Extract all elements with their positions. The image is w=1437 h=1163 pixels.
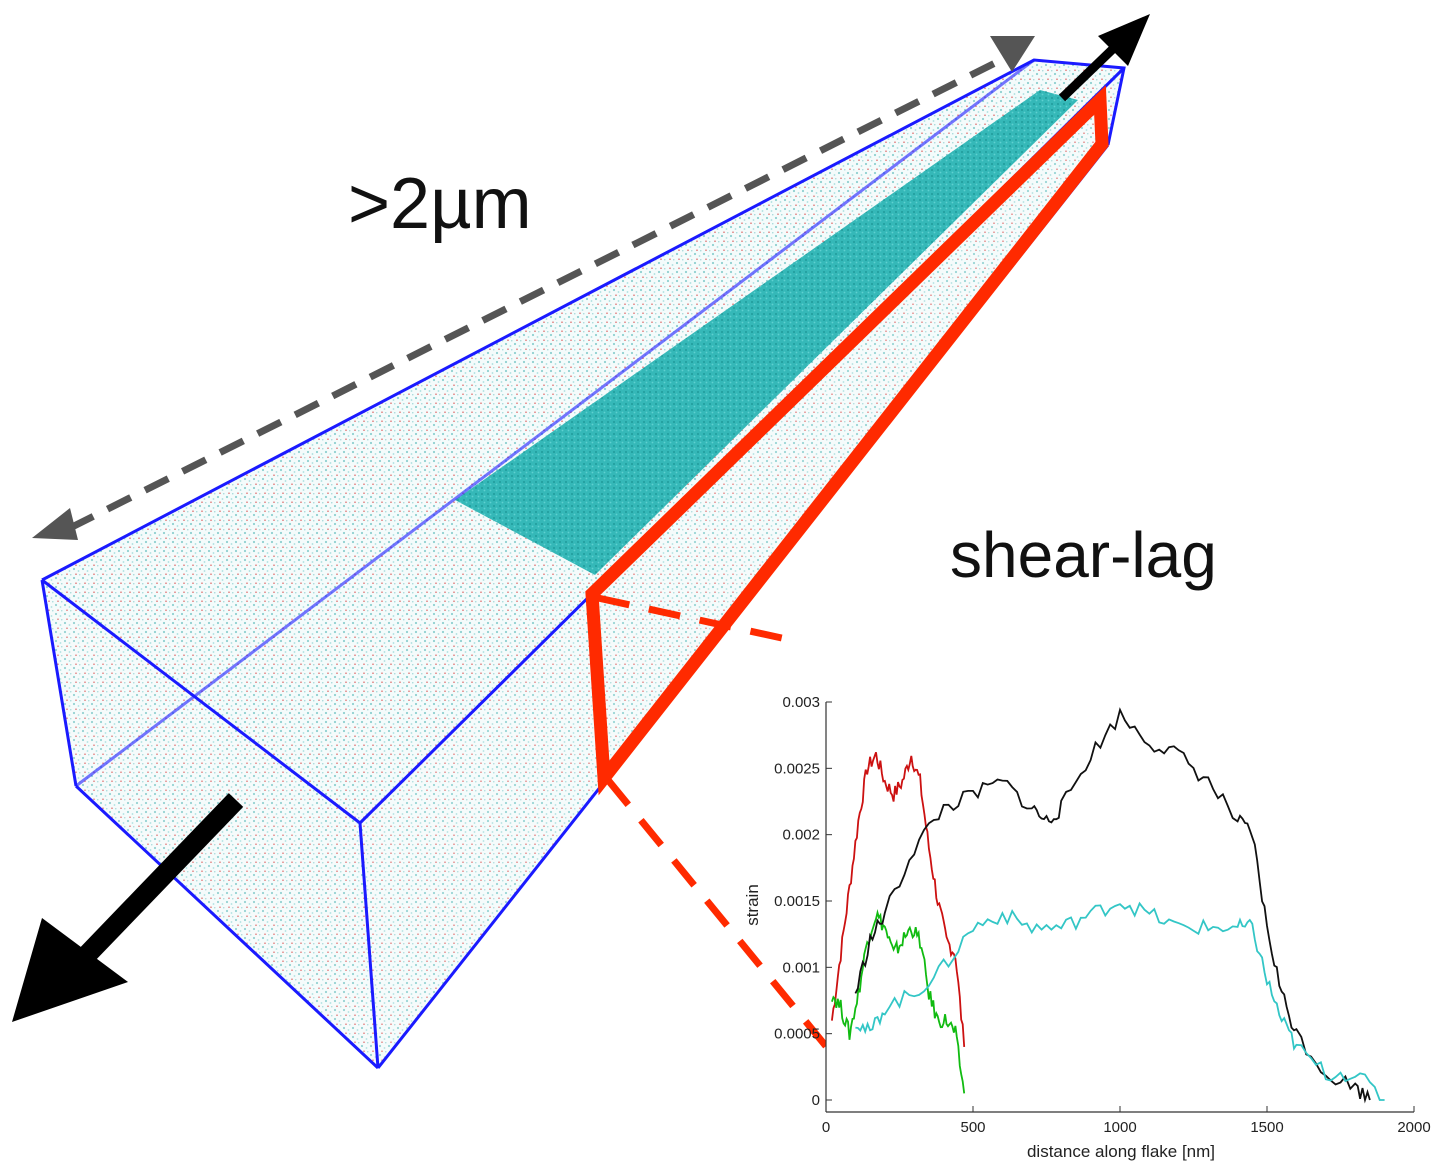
zoom-lines xyxy=(597,594,855,1081)
box-side-face xyxy=(360,68,1124,1068)
y-tick-label: 0.002 xyxy=(782,827,820,844)
x-tick-label: 2000 xyxy=(1397,1119,1430,1136)
y-tick-label: 0 xyxy=(812,1092,820,1109)
series-line-3 xyxy=(854,707,1371,1104)
y-tick-label: 0.0015 xyxy=(774,893,820,910)
graphene-flake xyxy=(455,90,1078,575)
double-headed-dashed-arrow-icon xyxy=(32,36,1035,540)
x-axis-title: distance along flake [nm] xyxy=(1027,1142,1215,1161)
x-tick-label: 0 xyxy=(822,1119,830,1136)
series-line-1 xyxy=(831,751,966,1047)
highlight-region xyxy=(585,85,1109,796)
arrow-down-left-icon xyxy=(12,793,244,1022)
y-tick-label: 0.001 xyxy=(782,959,820,976)
x-tick-label: 1000 xyxy=(1103,1119,1136,1136)
x-tick-label: 500 xyxy=(960,1119,985,1136)
chart-series xyxy=(831,707,1385,1104)
series-line-2 xyxy=(831,909,966,1094)
x-tick-label: 1500 xyxy=(1250,1119,1283,1136)
y-tick-label: 0.003 xyxy=(782,694,820,711)
strain-chart: 0 500 1000 1500 2000 0 0.0005 0.001 0.0015 0.002 0… xyxy=(743,694,1431,1161)
y-tick-label: 0.0005 xyxy=(774,1026,820,1043)
arrow-up-right-icon xyxy=(1058,14,1150,102)
length-label: >2µm xyxy=(348,164,532,244)
chart-ticks: 0 500 1000 1500 2000 0 0.0005 0.001 0.0015 0.002 0… xyxy=(774,694,1431,1136)
chart-background xyxy=(826,700,1416,1105)
y-tick-label: 0.0025 xyxy=(774,760,820,777)
mechanism-label: shear-lag xyxy=(950,519,1217,591)
y-axis-title: strain xyxy=(743,884,762,926)
series-line-4 xyxy=(855,901,1385,1101)
